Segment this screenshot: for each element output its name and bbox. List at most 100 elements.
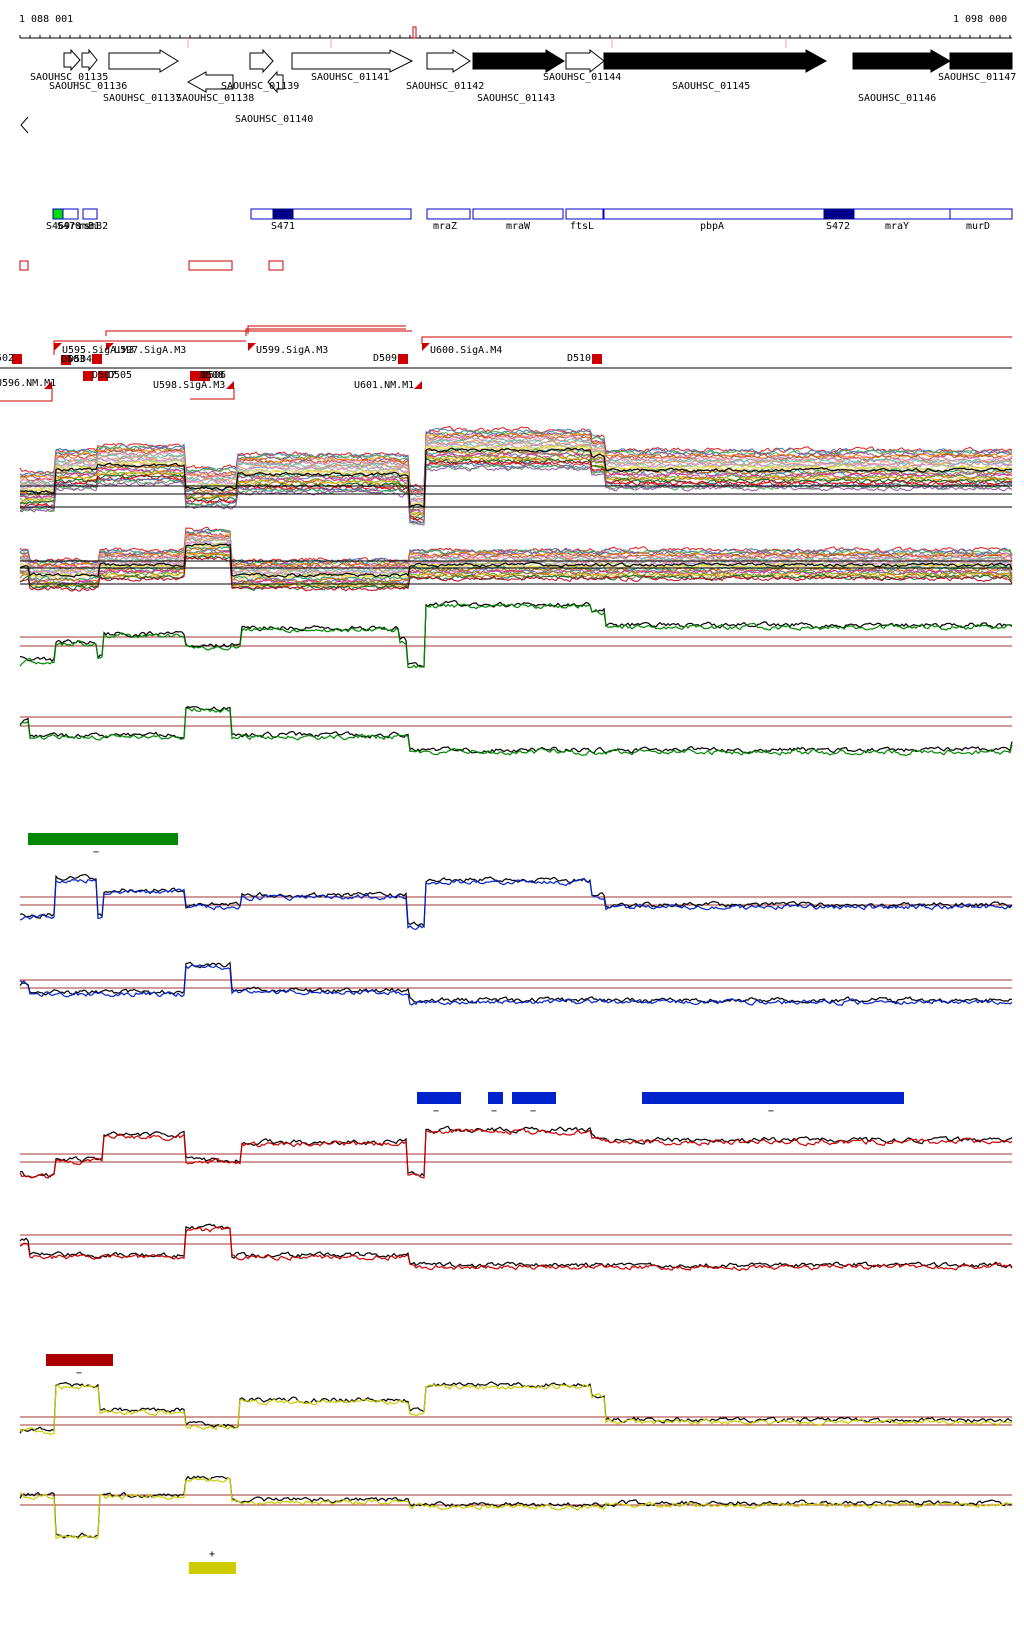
red-feature-track xyxy=(19,260,284,271)
gene-label: SAOUHSC_01141 xyxy=(311,72,389,83)
gene-track: SAOUHSC_01135 SAOUHSC_01136 SAOUHSC_0113… xyxy=(20,48,1016,134)
gene-label: SAOUHSC_01140 xyxy=(235,114,313,125)
ruler-end-label: 1 098 000 xyxy=(953,14,1007,25)
strand-sign: − xyxy=(491,1106,497,1117)
reference-profile-line xyxy=(19,447,1013,509)
red-feature-box[interactable] xyxy=(268,260,284,271)
promoter-flag-U596[interactable] xyxy=(44,381,52,389)
gene-arrow-01138[interactable] xyxy=(186,71,234,93)
annotation-label: pbpA xyxy=(700,221,724,232)
region-bar-green[interactable] xyxy=(28,833,178,845)
region-bar-blue[interactable] xyxy=(488,1092,503,1104)
gene-arrow-01143[interactable] xyxy=(472,49,565,73)
annotation-box-S472[interactable] xyxy=(823,208,855,220)
gene-arrow-01147[interactable] xyxy=(949,52,1013,70)
control-profile-line xyxy=(19,1125,1013,1179)
pair-track-7 xyxy=(19,1381,1013,1435)
gene-arrow-01146[interactable] xyxy=(852,49,951,73)
downstream-marker-D506[interactable] xyxy=(98,371,108,381)
promoter-flag-U597[interactable] xyxy=(106,343,114,351)
gene-label: SAOUHSC_01136 xyxy=(49,81,127,92)
gene-arrow-01142[interactable] xyxy=(426,49,471,73)
annotation-box-murD[interactable] xyxy=(949,208,1013,220)
downstream-marker-D502[interactable] xyxy=(12,354,22,364)
promoter-label: D509 xyxy=(373,353,397,364)
annotation-box-mraY[interactable] xyxy=(853,208,951,220)
multi-track-upper xyxy=(19,426,1013,526)
gene-arrow-01137[interactable] xyxy=(108,49,179,73)
control-profile-line xyxy=(19,1223,1013,1269)
red-feature-box[interactable] xyxy=(19,260,29,271)
gene-label: SAOUHSC_01147 xyxy=(938,72,1016,83)
control-profile-line xyxy=(19,961,1013,1004)
differential-region-bars: − − − − − − + xyxy=(28,833,904,1574)
gene-label: SAOUHSC_01137 xyxy=(103,93,181,104)
annotation-box-S469[interactable] xyxy=(52,208,64,220)
strand-sign: − xyxy=(433,1106,439,1117)
promoter-label: D507 xyxy=(92,370,116,381)
region-bar-yellow[interactable] xyxy=(189,1562,236,1574)
promoter-label: D503 xyxy=(61,354,85,365)
region-bar-blue[interactable] xyxy=(512,1092,556,1104)
red-feature-box[interactable] xyxy=(188,260,233,271)
gene-arrow-01140a[interactable] xyxy=(267,70,284,94)
promoter-label: D502 xyxy=(0,353,14,364)
promoter-label: D505 xyxy=(108,370,132,381)
annotation-box-mraW[interactable] xyxy=(472,208,564,220)
annotation-box-ftsL[interactable] xyxy=(565,208,604,220)
condition-profile-line xyxy=(19,1383,1013,1435)
promoter-label: D510 xyxy=(567,353,591,364)
pair-track-1 xyxy=(19,599,1013,669)
downstream-marker-D507[interactable] xyxy=(190,371,200,381)
gene-arrow-01140b[interactable] xyxy=(20,116,29,134)
reference-profile-line xyxy=(19,542,1013,578)
annotation-box-rsmB2[interactable] xyxy=(82,208,98,220)
region-bar-blue[interactable] xyxy=(417,1092,461,1104)
promoter-flag-U599[interactable] xyxy=(248,343,256,351)
promoter-flag-U598[interactable] xyxy=(226,381,234,389)
annotation-track: S469 S470 rsmB1 rsmB2 S471 mraZ mraW fts… xyxy=(46,208,1013,232)
downstream-marker-D510[interactable] xyxy=(592,354,602,364)
pair-track-6 xyxy=(19,1223,1013,1272)
downstream-marker-D503[interactable] xyxy=(61,355,71,365)
gene-label: SAOUHSC_01145 xyxy=(672,81,750,92)
control-profile-line xyxy=(19,874,1013,929)
gene-arrow-01135[interactable] xyxy=(63,48,81,72)
promoter-label: U596.NM.M1 xyxy=(0,378,56,389)
gene-label: SAOUHSC_01142 xyxy=(406,81,484,92)
downstream-marker-D505[interactable] xyxy=(83,371,93,381)
gene-arrow-01144[interactable] xyxy=(565,48,605,74)
pairwise-expression-tracks xyxy=(19,599,1013,1540)
control-profile-line xyxy=(19,599,1013,668)
downstream-marker-D504[interactable] xyxy=(92,354,102,364)
promoter-flag-U601[interactable] xyxy=(414,381,422,389)
annotation-label: ftsL xyxy=(570,221,594,232)
annotation-box-S471-core xyxy=(272,208,294,220)
coordinate-ruler: 1 088 001 1 098 000 xyxy=(19,14,1012,48)
pair-track-8 xyxy=(19,1475,1013,1540)
promoter-label: U595.SigA.M3 xyxy=(62,345,134,356)
gene-arrow-01145[interactable] xyxy=(603,49,828,73)
annotation-box-pbpA[interactable] xyxy=(603,208,854,220)
strand-sign: − xyxy=(768,1106,774,1117)
promoter-flag-U600[interactable] xyxy=(422,343,430,351)
region-bar-darkred[interactable] xyxy=(46,1354,113,1366)
gene-arrow-01141[interactable] xyxy=(291,49,414,73)
ruler-ticks xyxy=(19,35,1011,48)
region-bar-blue[interactable] xyxy=(642,1092,904,1104)
promoter-flag-U595[interactable] xyxy=(54,343,62,351)
promoter-label: U600.SigA.M4 xyxy=(430,345,502,356)
condition-profile-line xyxy=(19,878,1013,930)
strand-sign: − xyxy=(76,1368,82,1379)
annotation-box-S471[interactable] xyxy=(250,208,412,220)
condition-profile-line xyxy=(19,556,1013,592)
strand-sign: − xyxy=(93,847,99,858)
annotation-box-S470[interactable] xyxy=(62,208,79,220)
gene-arrow-01139[interactable] xyxy=(249,48,274,74)
downstream-marker-D508[interactable] xyxy=(200,371,210,381)
downstream-marker-D509[interactable] xyxy=(398,354,408,364)
annotation-label: mraW xyxy=(506,221,531,232)
control-profile-line xyxy=(19,1381,1013,1434)
gene-arrow-01136[interactable] xyxy=(81,48,98,72)
annotation-box-mraZ[interactable] xyxy=(426,208,471,220)
